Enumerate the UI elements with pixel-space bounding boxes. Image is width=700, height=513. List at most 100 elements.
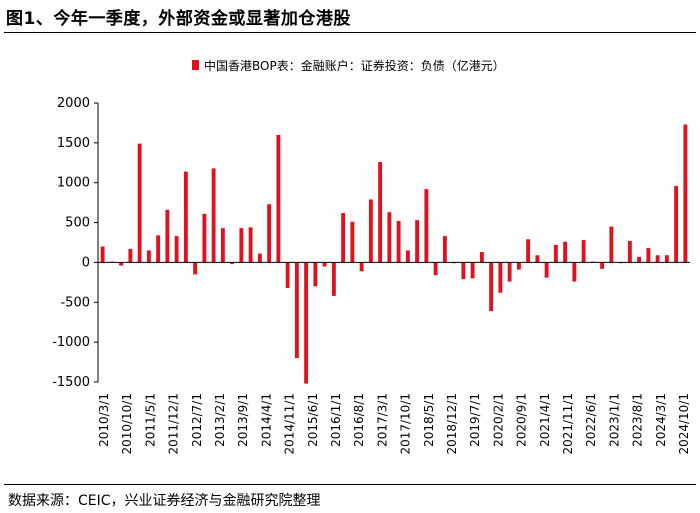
bar: [489, 262, 494, 312]
y-tick-label: 1000: [57, 176, 90, 191]
y-tick-label: 2000: [57, 96, 90, 111]
x-tick-label: 2014/4/1: [259, 393, 273, 447]
bar: [424, 189, 429, 263]
bar: [146, 250, 151, 263]
bar: [387, 212, 392, 263]
bar: [368, 199, 373, 263]
bar: [572, 262, 577, 282]
bar: [378, 161, 383, 263]
bar: [119, 262, 124, 266]
bar: [553, 244, 558, 263]
bar: [637, 256, 642, 263]
bar: [405, 250, 410, 263]
bar: [304, 262, 309, 384]
x-tick-label: 2020/2/1: [491, 393, 505, 447]
x-tick-label: 2020/9/1: [515, 393, 529, 447]
x-tick-label: 2023/1/1: [607, 393, 621, 447]
bar: [415, 220, 420, 263]
bar: [137, 143, 142, 263]
y-tick-label: 0: [82, 255, 90, 270]
bar: [359, 262, 364, 272]
bar: [433, 262, 438, 276]
legend-swatch: [192, 60, 199, 70]
x-tick-label: 2013/2/1: [213, 393, 227, 447]
bar: [498, 262, 503, 293]
x-tick-label: 2015/6/1: [306, 393, 320, 447]
x-tick-label: 2022/6/1: [584, 393, 598, 447]
bar: [600, 262, 605, 269]
bar: [479, 252, 484, 263]
x-tick-label: 2010/10/1: [120, 393, 134, 455]
x-tick-label: 2023/8/1: [631, 393, 645, 447]
x-tick-label: 2024/3/1: [654, 393, 668, 447]
bar: [322, 262, 327, 267]
bar: [331, 262, 336, 296]
bar: [646, 248, 651, 263]
bar: [664, 255, 669, 263]
bar: [100, 246, 105, 263]
bar: [350, 221, 355, 263]
bar: [544, 262, 549, 278]
bar: [211, 168, 216, 263]
bar: [563, 241, 568, 263]
x-tick-label: 2018/5/1: [422, 393, 436, 447]
bar: [128, 248, 133, 263]
bar: [248, 227, 253, 263]
y-tick-label: -1000: [52, 335, 90, 350]
bar: [655, 255, 660, 263]
source-rule: [4, 484, 696, 485]
x-tick-label: 2017/10/1: [399, 393, 413, 455]
bar: [285, 262, 290, 288]
bar: [674, 185, 679, 263]
y-tick-label: -500: [60, 295, 90, 310]
bar: [230, 262, 235, 265]
x-tick-label: 2024/10/1: [677, 393, 691, 455]
legend-label: 中国香港BOP表：金融账户：证券投资：负债（亿港元）: [204, 58, 505, 73]
x-tick-label: 2018/12/1: [445, 393, 459, 455]
x-tick-label: 2021/4/1: [538, 393, 552, 447]
bar: [294, 262, 299, 359]
x-tick-label: 2019/7/1: [468, 393, 482, 447]
bar: [627, 240, 632, 263]
x-tick-label: 2017/3/1: [375, 393, 389, 447]
x-tick-label: 2011/5/1: [143, 393, 157, 447]
bar: [202, 213, 207, 263]
bar: [174, 236, 179, 263]
bar: [276, 134, 281, 263]
bar: [683, 124, 688, 263]
bar: [267, 204, 272, 263]
x-tick-label: 2021/11/1: [561, 393, 575, 455]
bar: [516, 262, 521, 270]
x-tick-label: 2011/12/1: [167, 393, 181, 455]
bar: [341, 213, 346, 263]
bar: [193, 262, 198, 275]
bar: [165, 209, 170, 263]
bar: [609, 226, 614, 263]
bar: [239, 228, 244, 263]
bar: [507, 262, 512, 282]
title-rule: [4, 32, 696, 33]
x-tick-label: 2016/1/1: [329, 393, 343, 447]
bar: [526, 239, 531, 263]
bar: [396, 220, 401, 263]
x-tick-label: 2013/9/1: [236, 393, 250, 447]
y-tick-label: 500: [65, 216, 90, 231]
x-tick-label: 2012/7/1: [190, 393, 204, 447]
bar: [257, 253, 262, 263]
x-tick-label: 2014/11/1: [283, 393, 297, 455]
bar: [156, 235, 161, 263]
figure-title: 图1、今年一季度，外部资金或显著加仓港股: [6, 9, 351, 29]
bar: [442, 236, 447, 263]
bar: [581, 240, 586, 263]
y-tick-label: 1500: [57, 136, 90, 151]
x-tick-label: 2016/8/1: [352, 393, 366, 447]
bar: [183, 171, 188, 263]
bar: [220, 228, 225, 263]
bar: [461, 262, 466, 280]
source-note: 数据来源：CEIC，兴业证券经济与金融研究院整理: [8, 493, 321, 509]
y-tick-label: -1500: [52, 375, 90, 390]
bar: [313, 262, 318, 287]
bar-chart: 中国香港BOP表：金融账户：证券投资：负债（亿港元） -1500 -1000 -500…: [52, 58, 691, 455]
x-tick-label: 2010/3/1: [97, 393, 111, 447]
